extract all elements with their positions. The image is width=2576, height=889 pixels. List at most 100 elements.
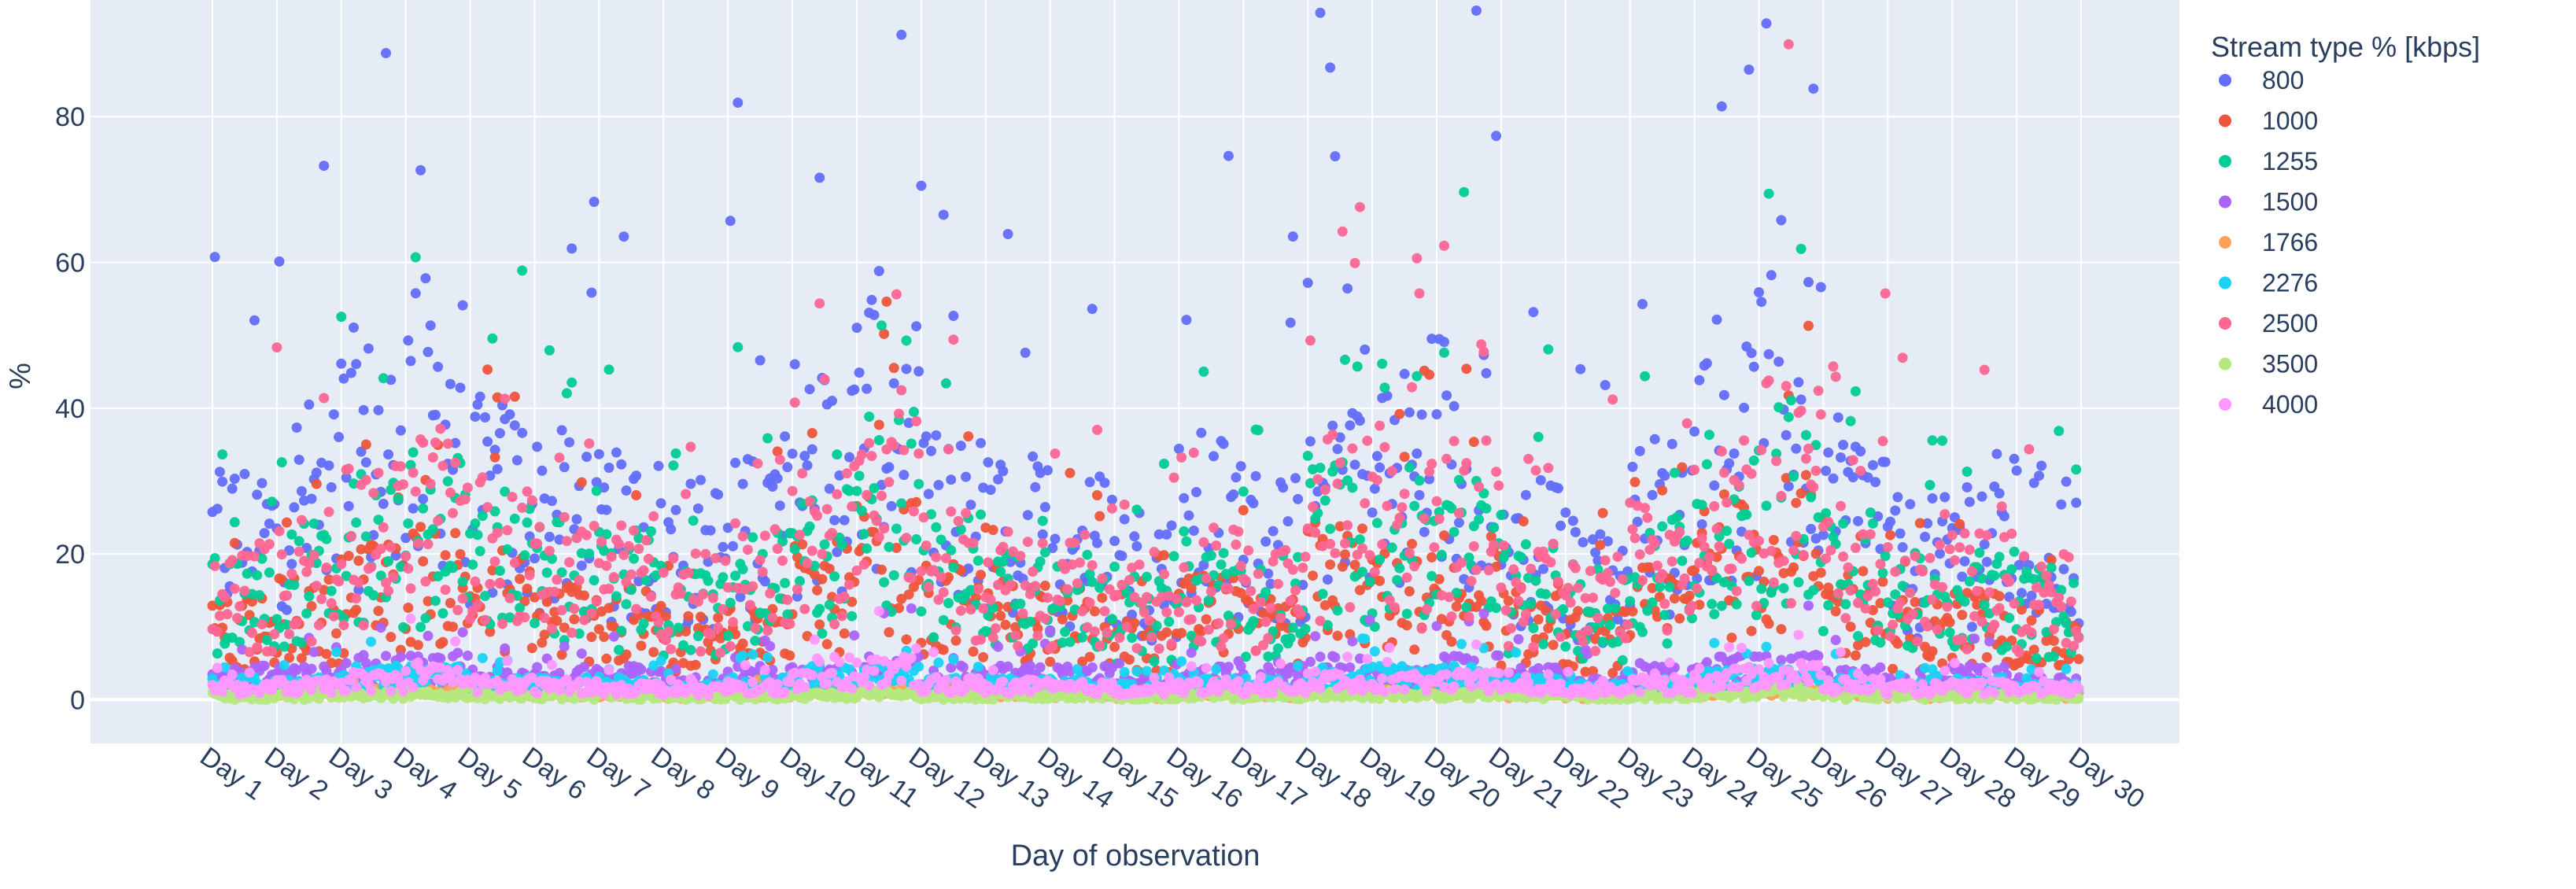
data-point [435, 423, 446, 434]
data-point [715, 647, 726, 658]
data-point [1196, 427, 1207, 438]
data-point [1897, 581, 1908, 592]
data-point [403, 603, 414, 613]
data-points [207, 6, 2084, 705]
data-point [1966, 622, 1977, 633]
data-point [673, 622, 684, 633]
data-point [802, 460, 813, 470]
data-point [923, 581, 934, 592]
data-point [326, 481, 337, 492]
data-point [1905, 499, 1916, 510]
data-point [955, 524, 966, 535]
data-point [1231, 539, 1242, 550]
data-point [470, 518, 481, 529]
data-point [1979, 539, 1990, 550]
data-point [559, 622, 570, 633]
data-point [1360, 633, 1371, 644]
data-point [556, 649, 567, 660]
data-point [629, 553, 639, 564]
data-point [946, 474, 957, 485]
data-point [1622, 566, 1633, 577]
data-point [480, 591, 490, 601]
data-point [896, 29, 907, 40]
data-point [1892, 638, 1903, 649]
data-point [1674, 613, 1685, 624]
data-point [1456, 639, 1467, 650]
data-point [839, 515, 850, 526]
data-point [1892, 492, 1903, 503]
data-point [795, 529, 805, 540]
data-point [415, 164, 426, 175]
data-point [692, 631, 703, 641]
data-point [799, 451, 810, 461]
data-point [1050, 448, 1061, 459]
data-point [1629, 477, 1640, 488]
data-point [670, 663, 681, 674]
data-point [1597, 507, 1608, 518]
data-point [256, 478, 268, 489]
data-point [901, 533, 912, 544]
data-point [286, 529, 297, 540]
data-point [1870, 477, 1881, 488]
data-point [212, 648, 223, 659]
data-point [1082, 549, 1093, 560]
data-point [849, 630, 860, 641]
data-point [1106, 662, 1117, 673]
data-point [1127, 609, 1138, 620]
data-point [700, 548, 711, 559]
data-point [1347, 482, 1358, 493]
data-point [2006, 564, 2017, 575]
data-point [2048, 636, 2059, 646]
data-point [267, 646, 278, 657]
data-point [1830, 606, 1841, 617]
data-point [1845, 622, 1856, 633]
data-point [655, 655, 666, 666]
data-point [296, 515, 307, 526]
data-point [239, 585, 250, 596]
data-point [696, 646, 706, 657]
data-point [517, 427, 528, 438]
data-point [321, 563, 332, 573]
data-point [854, 367, 865, 378]
data-point [440, 550, 451, 561]
data-point [1077, 656, 1088, 667]
data-point [1375, 575, 1386, 586]
data-point [375, 622, 386, 633]
data-point [1092, 424, 1102, 435]
data-point [908, 506, 919, 517]
data-point [522, 486, 533, 497]
data-point [242, 568, 253, 579]
data-point [851, 485, 862, 496]
data-point [2031, 653, 2042, 664]
data-point [742, 544, 753, 555]
data-point [1489, 522, 1499, 533]
data-point [1201, 573, 1212, 584]
data-point [405, 651, 416, 661]
data-point [1927, 646, 1938, 657]
data-point [884, 477, 895, 488]
data-point [1151, 621, 1162, 631]
data-point [621, 485, 632, 496]
data-point [470, 576, 481, 587]
data-point [705, 525, 716, 536]
data-point [2065, 607, 2076, 618]
data-point [1412, 371, 1423, 382]
data-point [1399, 452, 1410, 463]
data-point [1188, 448, 1199, 458]
data-point [457, 300, 468, 311]
data-point [591, 485, 602, 496]
data-point [1322, 620, 1333, 631]
data-point [227, 633, 238, 643]
data-point [1025, 616, 1035, 627]
data-point [1541, 605, 1552, 616]
data-point [1079, 529, 1091, 540]
data-point [976, 437, 986, 448]
data-point [1330, 652, 1341, 663]
data-point [1689, 565, 1700, 576]
data-point [559, 641, 570, 652]
data-point [703, 575, 714, 586]
data-point [2048, 651, 2059, 662]
data-point [321, 648, 332, 659]
data-point [571, 514, 582, 525]
data-point [363, 343, 374, 354]
